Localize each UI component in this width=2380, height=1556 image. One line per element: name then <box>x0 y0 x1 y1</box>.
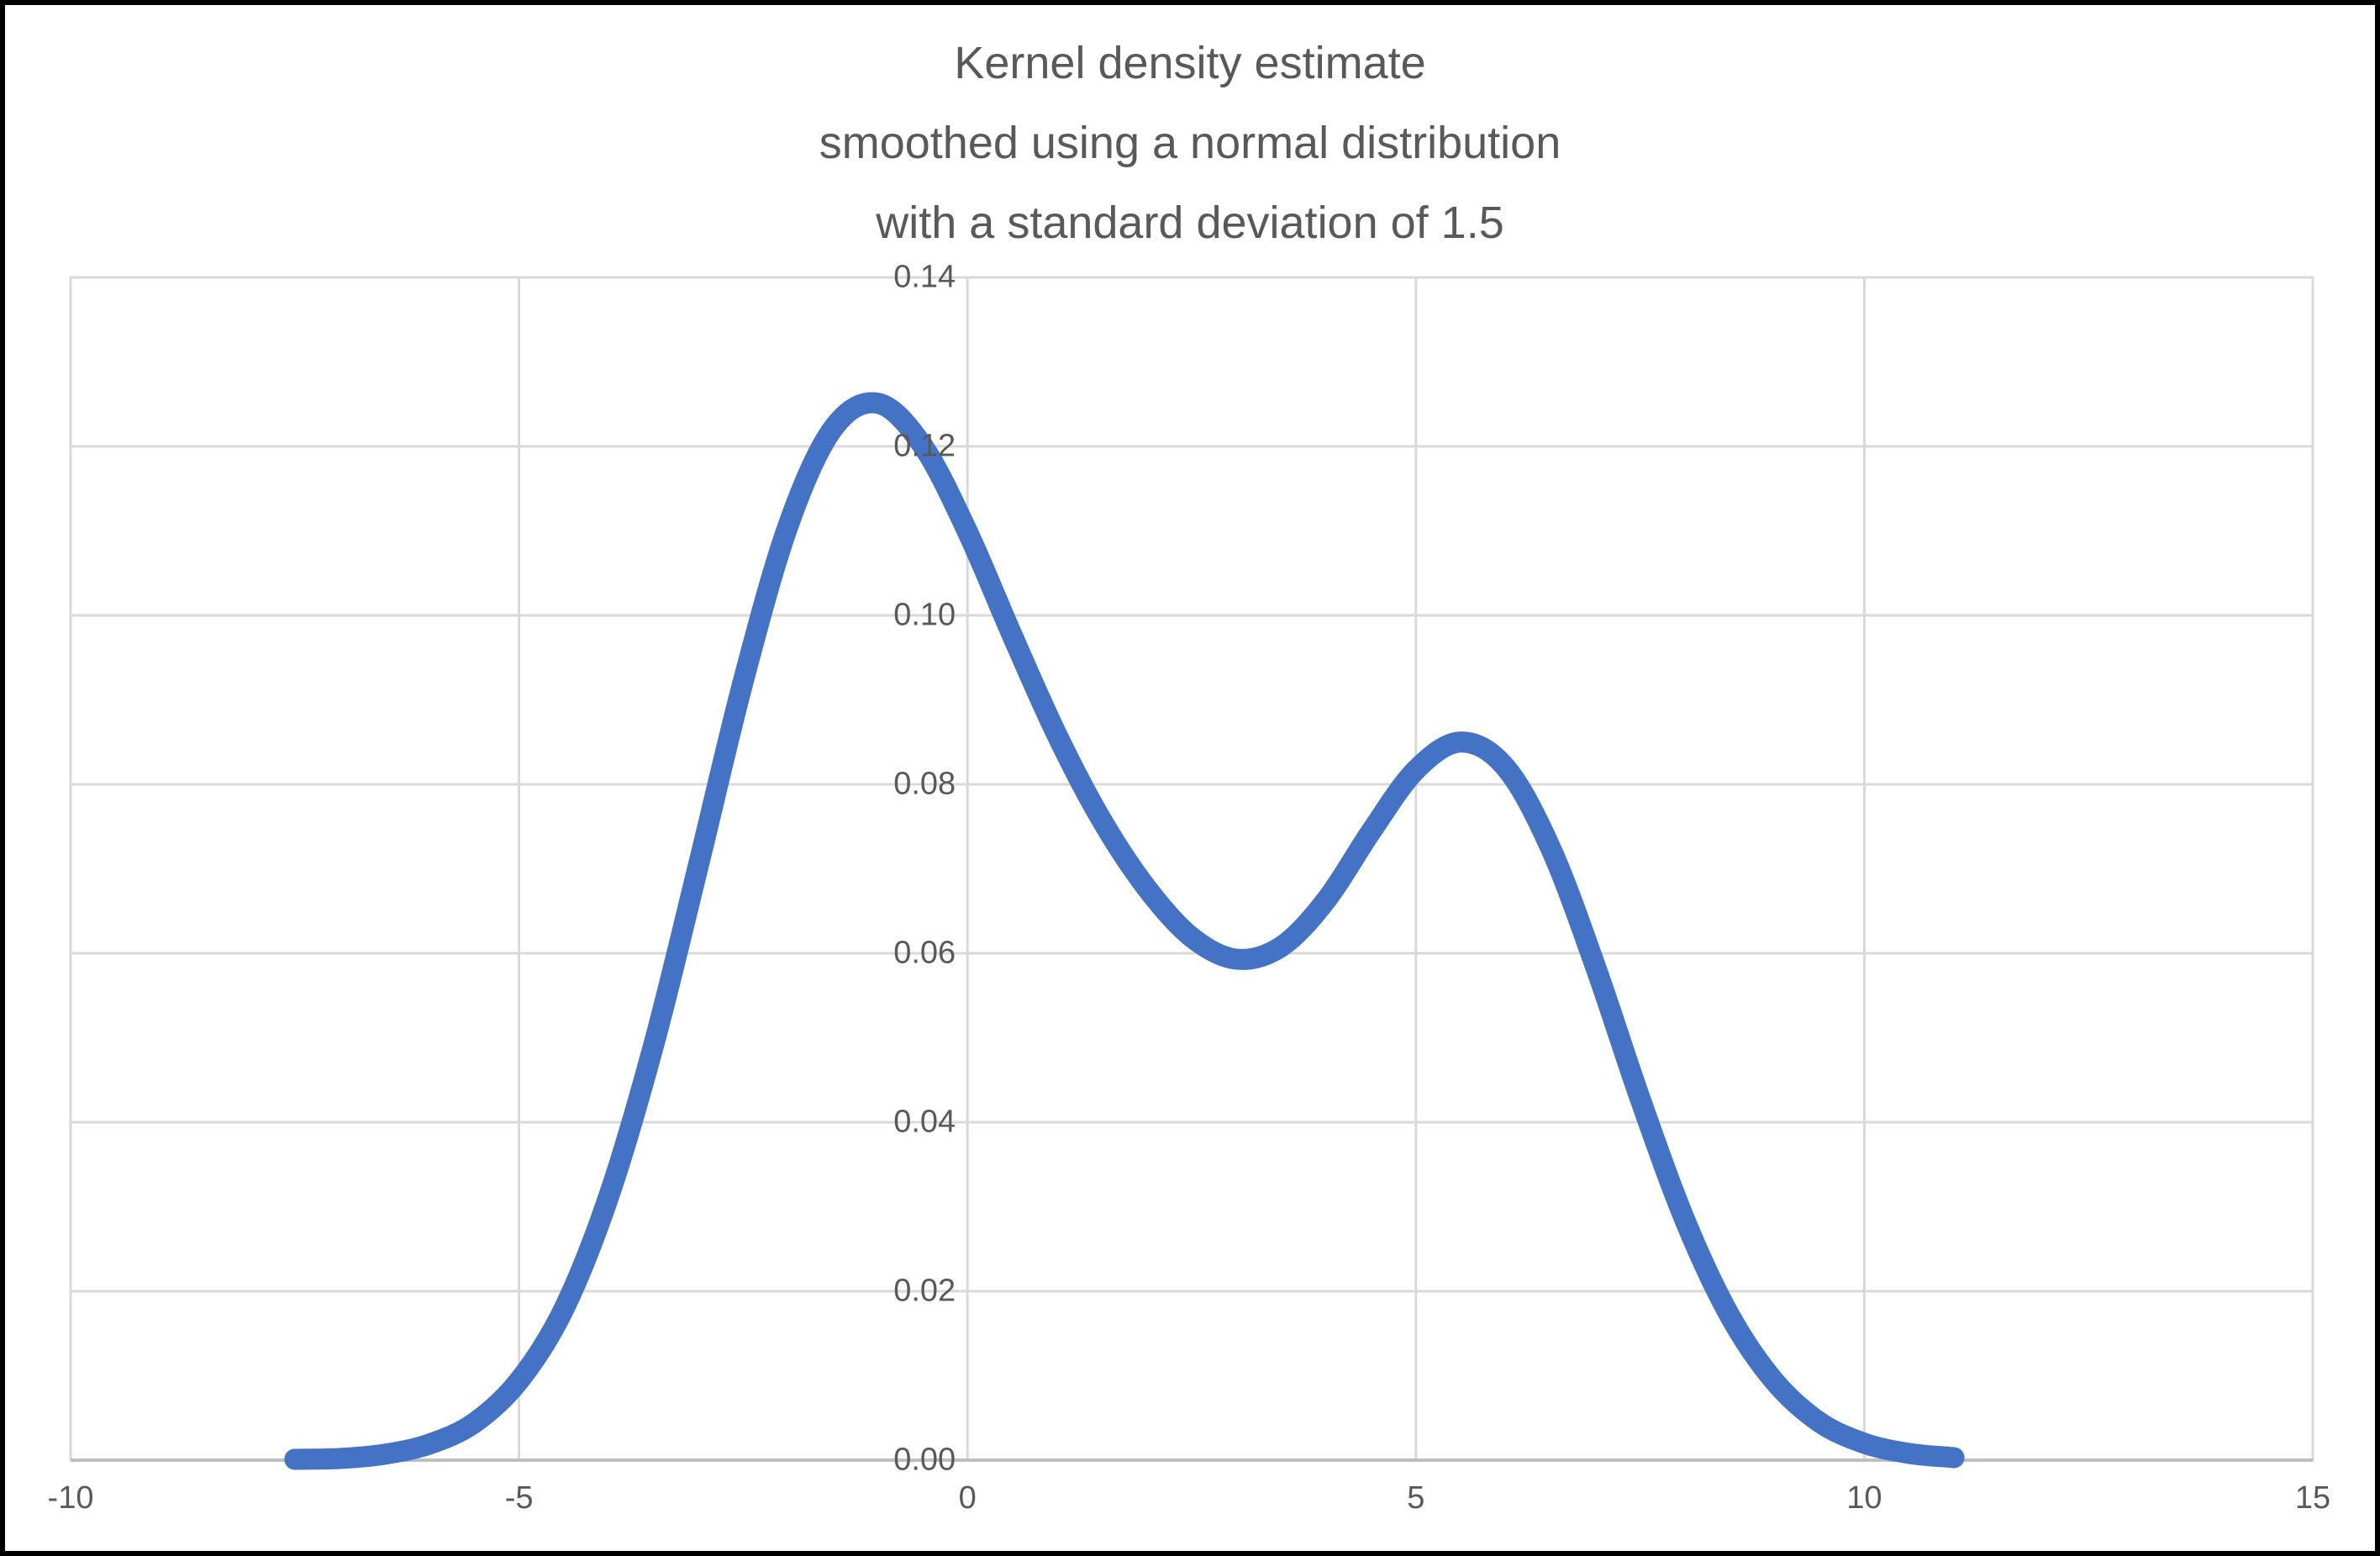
y-axis-tick-label-0.06: 0.06 <box>893 935 956 971</box>
chart-title: Kernel density estimate smoothed using a… <box>5 24 2375 263</box>
chart-title-line-2: smoothed using a normal distribution <box>819 118 1561 168</box>
x-axis-tick-label-5: 5 <box>1407 1480 1425 1516</box>
y-axis-tick-label-0.10: 0.10 <box>893 597 956 633</box>
plot-area <box>69 276 2314 1462</box>
y-axis-tick-label-0.12: 0.12 <box>893 428 956 464</box>
x-axis-tick-label-10: 10 <box>1846 1480 1882 1516</box>
y-axis-tick-label-0.04: 0.04 <box>893 1104 956 1140</box>
chart-title-line-1: Kernel density estimate <box>954 38 1426 88</box>
x-axis-tick-label--10: -10 <box>47 1480 94 1516</box>
kde-chart-canvas <box>69 276 2314 1470</box>
y-axis-tick-label-0.14: 0.14 <box>893 259 956 295</box>
x-axis-tick-label-15: 15 <box>2294 1480 2331 1516</box>
y-axis-tick-label-0.00: 0.00 <box>893 1442 956 1478</box>
kde-curve <box>284 392 1965 1470</box>
x-axis-tick-label-0: 0 <box>958 1480 977 1516</box>
y-axis-tick-label-0.02: 0.02 <box>893 1273 956 1309</box>
chart-title-line-3: with a standard deviation of 1.5 <box>876 198 1504 248</box>
y-axis-tick-label-0.08: 0.08 <box>893 766 956 802</box>
x-axis-tick-label--5: -5 <box>504 1480 534 1516</box>
